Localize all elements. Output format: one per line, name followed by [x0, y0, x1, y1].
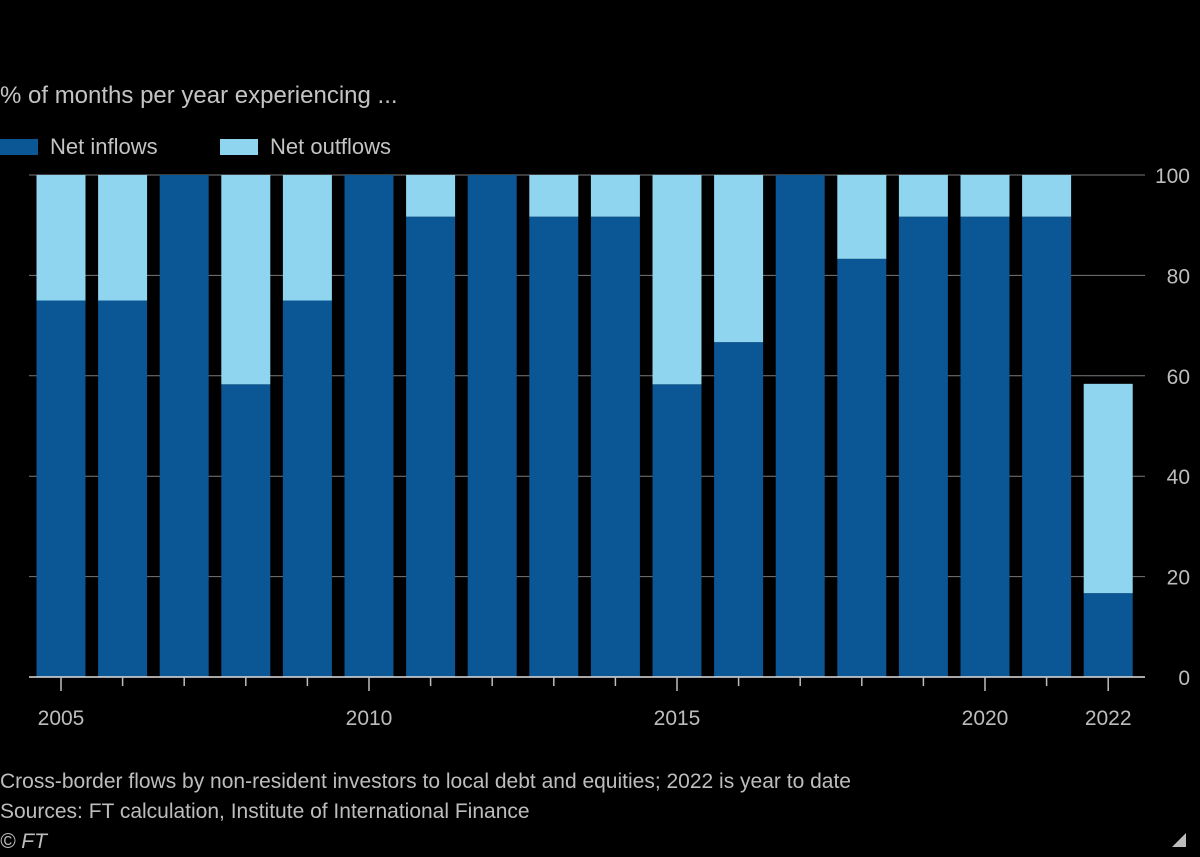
x-tick-label-2020: 2020	[962, 707, 1009, 730]
x-tick-label-2010: 2010	[346, 707, 393, 730]
chart-subtitle: % of months per year experiencing ...	[0, 82, 398, 109]
bar-net-outflows-2016	[714, 175, 764, 343]
bar-net-outflows-2021	[1022, 175, 1072, 217]
copyright: © FT	[0, 830, 47, 853]
bar-net-outflows-2015	[652, 175, 702, 385]
bar-net-inflows-2016	[714, 342, 764, 677]
legend-item-net-outflows: Net outflows	[220, 134, 391, 160]
legend-swatch-net-inflows	[0, 139, 38, 155]
bar-net-inflows-2021	[1022, 216, 1072, 677]
bar-net-inflows-2013	[529, 216, 579, 677]
bar-net-inflows-2020	[960, 216, 1010, 677]
chart-note: Cross-border flows by non-resident inves…	[0, 770, 851, 793]
bar-net-outflows-2009	[282, 175, 332, 301]
y-tick-label-60: 60	[1167, 366, 1190, 389]
y-tick-label-40: 40	[1167, 466, 1190, 489]
y-tick-label-80: 80	[1167, 265, 1190, 288]
legend-label-net-inflows: Net inflows	[50, 134, 158, 159]
bar-net-inflows-2008	[221, 384, 271, 677]
bar-net-inflows-2010	[344, 175, 394, 677]
bar-net-outflows-2011	[406, 175, 456, 217]
bar-net-outflows-2005	[36, 175, 86, 301]
bar-net-inflows-2007	[159, 175, 209, 677]
stacked-bar-chart: 2005 2010 2015 2020 2022 0 20 40 60 80 100	[29, 165, 1190, 730]
bar-net-inflows-2012	[467, 175, 517, 677]
bar-net-outflows-2006	[98, 175, 148, 301]
bar-net-outflows-2018	[837, 175, 887, 259]
bar-net-outflows-2013	[529, 175, 579, 217]
bar-net-inflows-2022	[1083, 593, 1133, 677]
resize-corner-icon	[1172, 833, 1186, 847]
bar-net-outflows-2022	[1083, 383, 1133, 594]
bar-net-outflows-2019	[898, 175, 948, 217]
legend-label-net-outflows: Net outflows	[270, 134, 392, 159]
bar-net-inflows-2019	[898, 216, 948, 677]
x-tick-label-2015: 2015	[654, 707, 701, 730]
y-tick-label-100: 100	[1155, 165, 1190, 188]
x-tick-label-2005: 2005	[38, 707, 85, 730]
y-tick-label-20: 20	[1167, 567, 1190, 590]
bar-net-inflows-2017	[775, 175, 825, 677]
x-tick-label-2022: 2022	[1085, 707, 1132, 730]
y-tick-label-0: 0	[1178, 667, 1190, 690]
legend-swatch-net-outflows	[220, 139, 258, 155]
bar-net-inflows-2011	[406, 216, 456, 677]
bar-net-inflows-2014	[590, 216, 640, 677]
bar-net-inflows-2005	[36, 300, 86, 677]
bar-net-outflows-2014	[590, 175, 640, 217]
bar-net-inflows-2009	[282, 300, 332, 677]
chart-source: Sources: FT calculation, Institute of In…	[0, 800, 530, 823]
bar-net-inflows-2006	[98, 300, 148, 677]
bar-net-outflows-2008	[221, 175, 271, 385]
legend-item-net-inflows: Net inflows	[0, 134, 158, 160]
bar-net-inflows-2018	[837, 258, 887, 677]
bar-net-inflows-2015	[652, 384, 702, 677]
bar-net-outflows-2020	[960, 175, 1010, 217]
